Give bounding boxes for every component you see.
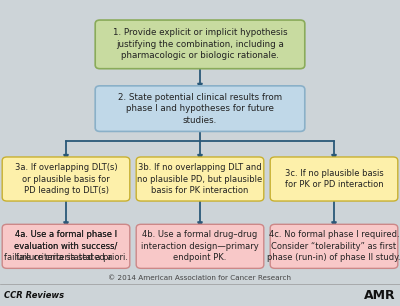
- Text: 3a. If overlapping DLT(s)
or plausible basis for
PD leading to DLT(s): 3a. If overlapping DLT(s) or plausible b…: [15, 163, 117, 195]
- Text: 4a. Use a formal phase I
evaluation with success/
failure criteria stated a prio: 4a. Use a formal phase I evaluation with…: [4, 230, 128, 262]
- FancyBboxPatch shape: [270, 224, 398, 268]
- Text: 1. Provide explicit or implicit hypothesis
justifying the combination, including: 1. Provide explicit or implicit hypothes…: [113, 28, 287, 60]
- FancyBboxPatch shape: [95, 20, 305, 69]
- Text: © 2014 American Association for Cancer Research: © 2014 American Association for Cancer R…: [108, 275, 292, 281]
- Text: AΜR: AΜR: [364, 289, 396, 302]
- Text: CCR Reviews: CCR Reviews: [4, 291, 64, 300]
- Text: 4a. Use a formal phase I
evaluation with success/
failure criteria stated a: 4a. Use a formal phase I evaluation with…: [14, 230, 118, 262]
- Text: 4a. Use a formal phase I
evaluation with success/
failure criteria stated a prio: 4a. Use a formal phase I evaluation with…: [4, 230, 128, 262]
- Text: 4b. Use a formal drug–drug
interaction design—primary
endpoint PK.: 4b. Use a formal drug–drug interaction d…: [141, 230, 259, 262]
- Text: 4c. No formal phase I required.
Consider “tolerability” as first
phase (run-in) : 4c. No formal phase I required. Consider…: [267, 230, 400, 262]
- FancyBboxPatch shape: [2, 224, 130, 268]
- FancyBboxPatch shape: [95, 86, 305, 132]
- FancyBboxPatch shape: [136, 224, 264, 268]
- Text: 3b. If no overlapping DLT and
no plausible PD, but plausible
basis for PK intera: 3b. If no overlapping DLT and no plausib…: [137, 163, 263, 195]
- FancyBboxPatch shape: [270, 157, 398, 201]
- Text: 2. State potential clinical results from
phase I and hypotheses for future
studi: 2. State potential clinical results from…: [118, 93, 282, 125]
- FancyBboxPatch shape: [136, 157, 264, 201]
- FancyBboxPatch shape: [2, 157, 130, 201]
- Text: 3c. If no plausible basis
for PK or PD interaction: 3c. If no plausible basis for PK or PD i…: [285, 169, 383, 189]
